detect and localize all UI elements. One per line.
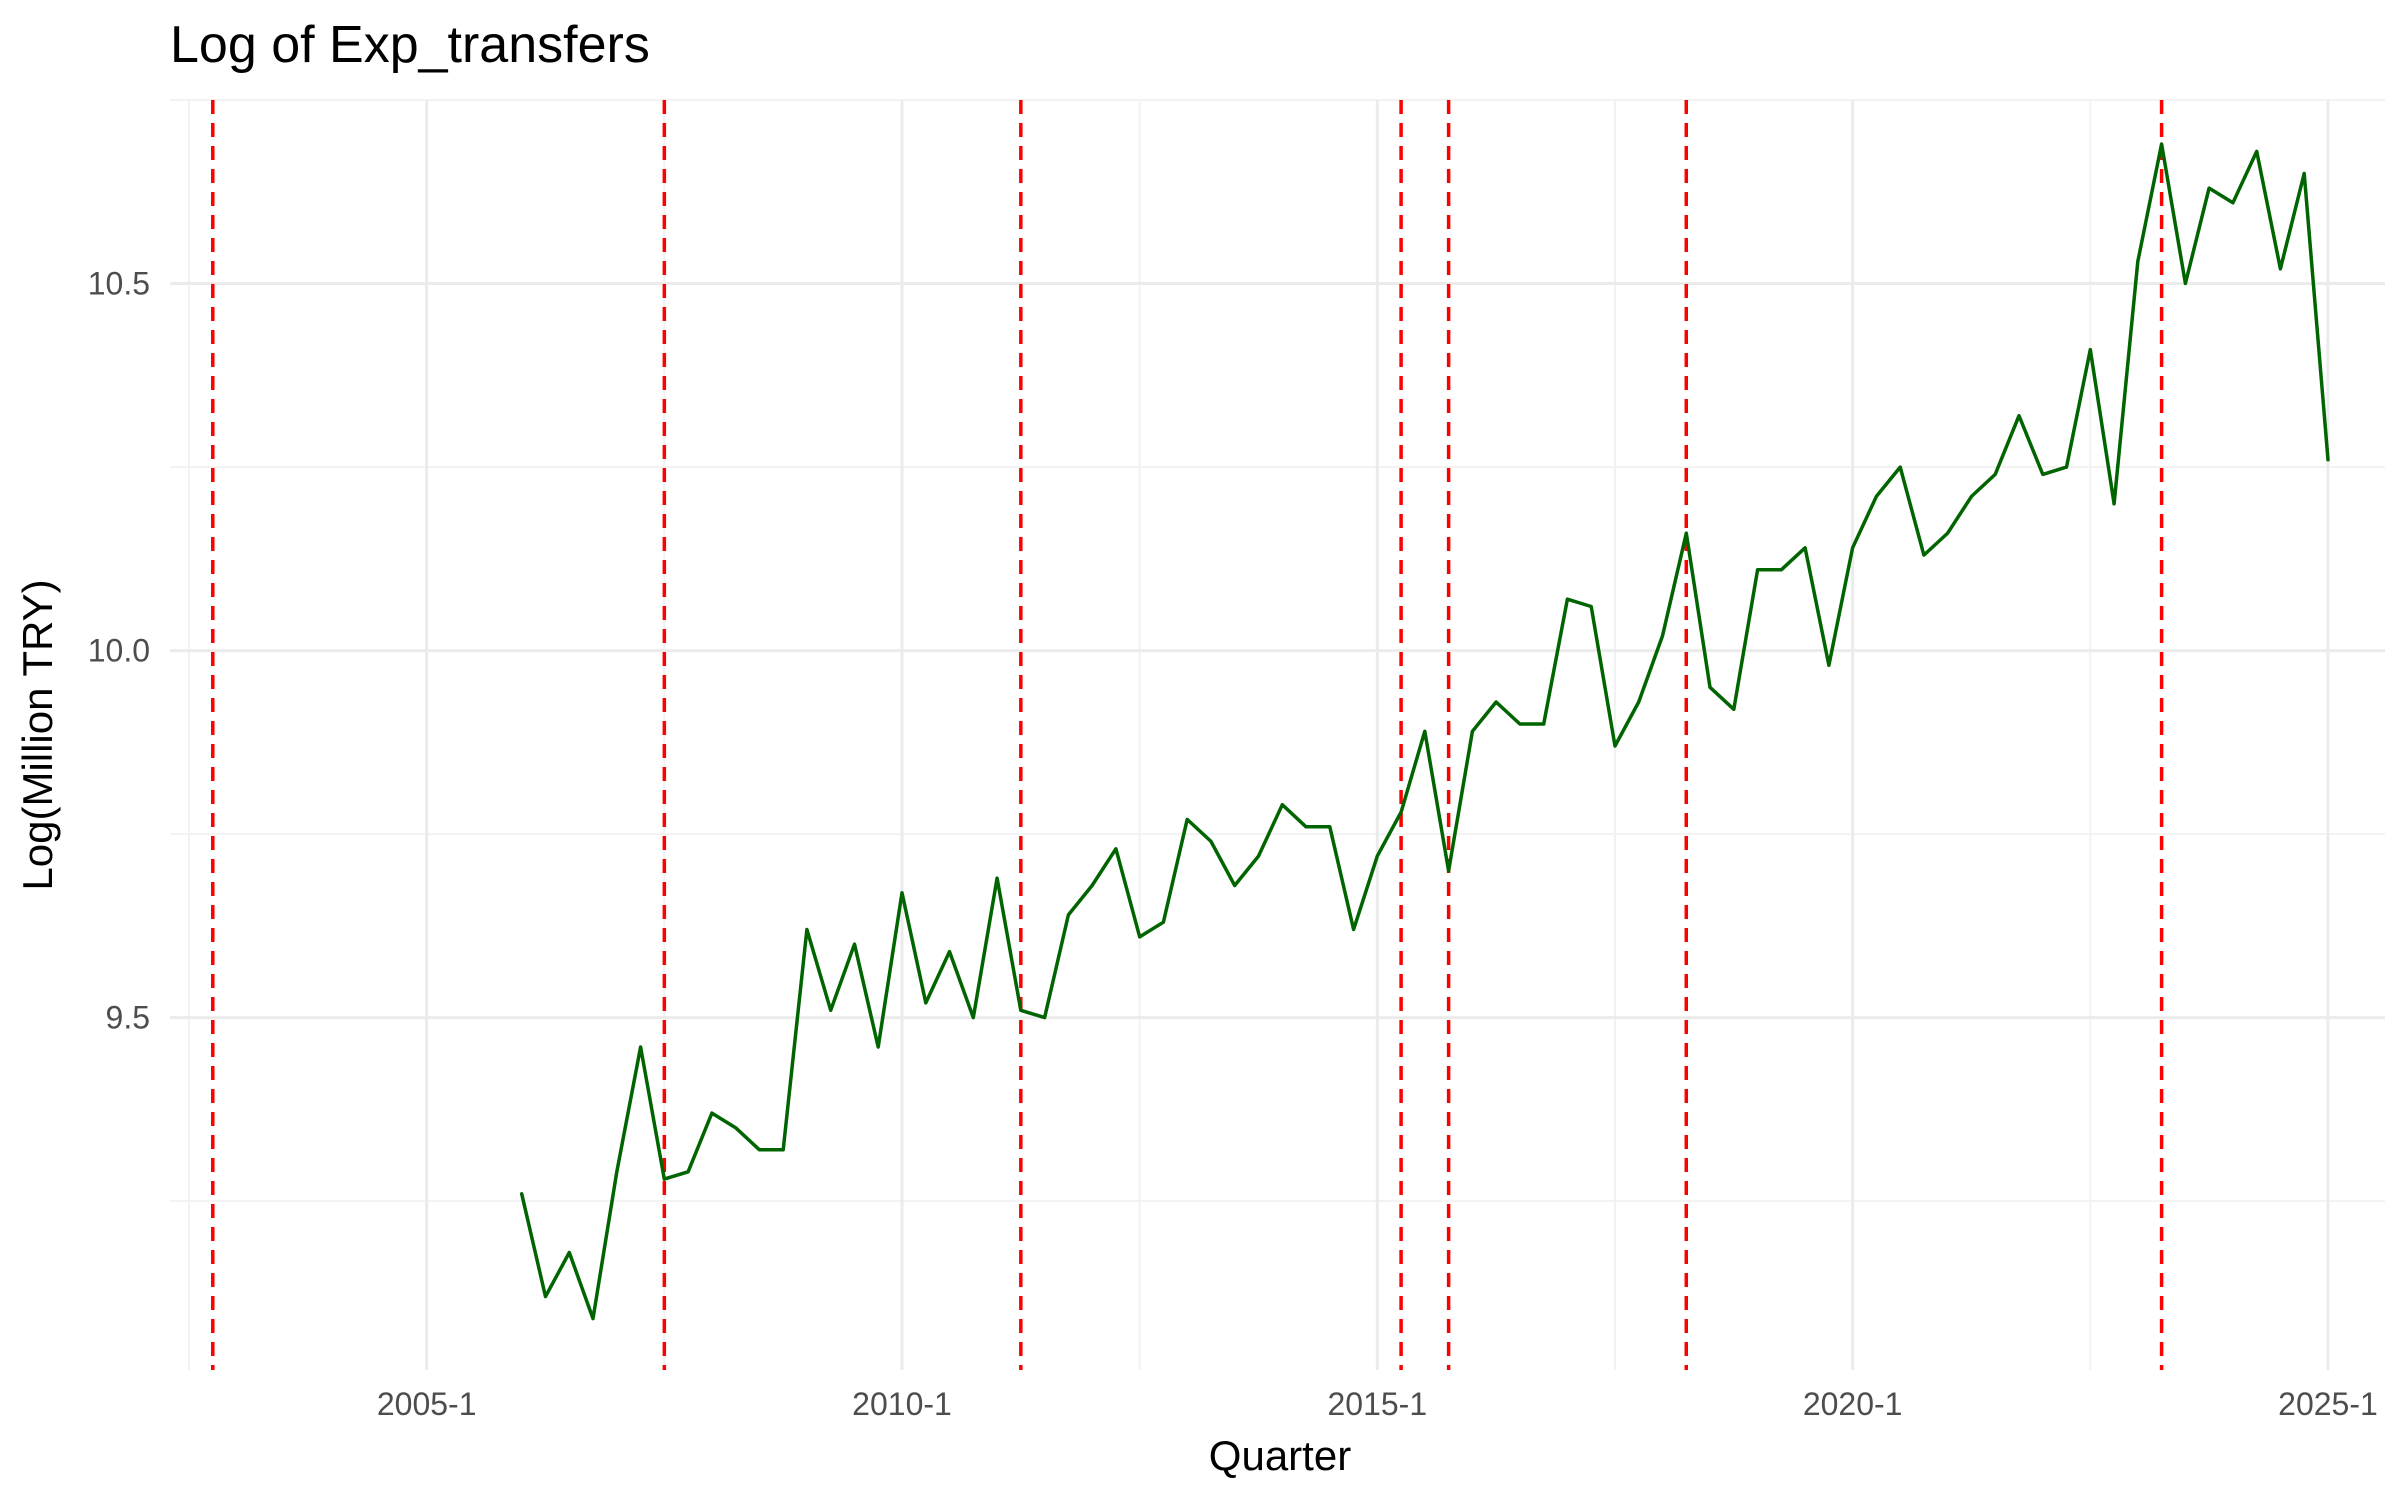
- x-axis-title: Quarter: [1209, 1432, 1351, 1479]
- chart-title: Log of Exp_transfers: [170, 16, 650, 74]
- series-line: [519, 142, 2330, 1321]
- x-tick-label: 2025-1: [2278, 1386, 2378, 1422]
- y-tick-label: 10.0: [88, 633, 150, 669]
- y-axis-title: Log(Million TRY): [14, 579, 61, 890]
- break-lines: [211, 100, 2164, 1370]
- x-tick-label: 2015-1: [1327, 1386, 1427, 1422]
- x-tick-label: 2005-1: [377, 1386, 477, 1422]
- series-layer: [519, 142, 2330, 1321]
- y-tick-label: 10.5: [88, 266, 150, 302]
- y-tick-label: 9.5: [106, 1000, 150, 1036]
- gridlines: [170, 99, 2385, 1370]
- x-tick-label: 2010-1: [852, 1386, 952, 1422]
- x-tick-label: 2020-1: [1803, 1386, 1903, 1422]
- x-axis-ticks: 2005-1 2010-1 2015-1 2020-1 2025-1: [377, 1386, 2378, 1422]
- y-axis-ticks: 9.5 10.0 10.5: [88, 266, 150, 1036]
